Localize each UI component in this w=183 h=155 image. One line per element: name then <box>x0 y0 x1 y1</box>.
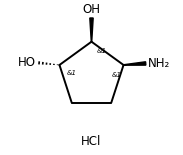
Polygon shape <box>90 18 93 42</box>
Text: &1: &1 <box>67 70 77 76</box>
Text: &1: &1 <box>112 72 122 78</box>
Text: OH: OH <box>83 3 100 16</box>
Text: NH₂: NH₂ <box>147 57 170 70</box>
Text: HCl: HCl <box>81 135 102 148</box>
Text: &1: &1 <box>97 48 107 54</box>
Text: HO: HO <box>17 56 36 69</box>
Polygon shape <box>124 62 146 65</box>
